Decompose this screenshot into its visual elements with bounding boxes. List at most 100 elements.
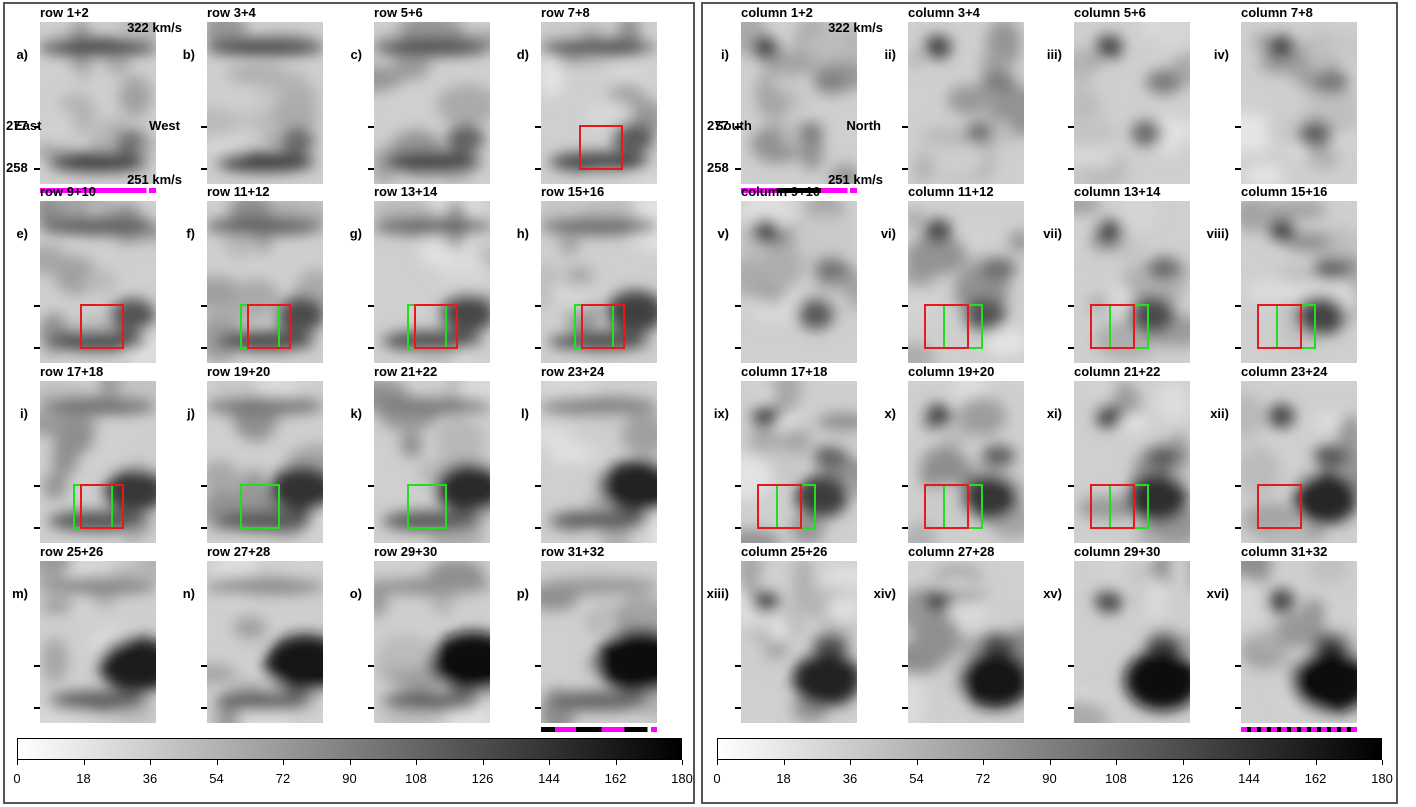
panel-title: column 25+26 xyxy=(741,544,828,559)
panel-title: row 15+16 xyxy=(541,184,605,199)
red-region-box xyxy=(1090,484,1135,529)
colorbar-tick-label: 90 xyxy=(1042,771,1057,786)
y-tick xyxy=(535,707,541,709)
y-tick xyxy=(201,485,207,487)
intensity-map xyxy=(908,201,1024,363)
y-tick xyxy=(201,126,207,128)
colorbar-tick-mark xyxy=(1116,760,1117,765)
panel-title: column 17+18 xyxy=(741,364,828,379)
scale-bar xyxy=(741,188,857,193)
panel-label: o) xyxy=(349,586,362,601)
direction-label-right-side: West xyxy=(149,118,180,133)
direction-label-left-side: South xyxy=(715,118,752,133)
panel-label: iii) xyxy=(1046,47,1062,62)
panel-label: p) xyxy=(516,586,529,601)
red-region-box xyxy=(1090,304,1135,349)
right-panel: column 15+16 viii) xyxy=(1207,184,1357,363)
right-panel: column 19+20 x) xyxy=(884,364,1024,543)
colorbar-tick-label: 0 xyxy=(713,771,721,786)
intensity-map xyxy=(741,381,857,543)
right-panel: column 1+2 i) 322 km/s 251 km/s South North 27… xyxy=(707,5,883,193)
colorbar-tick-mark xyxy=(916,760,918,765)
y-tick xyxy=(535,527,541,529)
colorbar-tick-mark xyxy=(1382,760,1383,765)
red-region-box xyxy=(757,484,802,529)
green-region-box xyxy=(407,484,447,529)
panel-label: vii) xyxy=(1043,226,1062,241)
y-tick xyxy=(1068,485,1074,487)
y-tick xyxy=(735,527,741,529)
red-region-box xyxy=(80,304,124,349)
intensity-map xyxy=(541,561,657,723)
y-tick xyxy=(368,126,374,128)
y-tick xyxy=(1068,305,1074,307)
y-tick xyxy=(1235,485,1241,487)
colorbar-tick-mark xyxy=(416,760,417,765)
intensity-map xyxy=(207,381,323,543)
colorbar-tick-mark xyxy=(17,760,18,765)
y-tick xyxy=(902,347,908,349)
left-panel: row 5+6 c) xyxy=(350,5,490,184)
y-tick xyxy=(735,707,741,709)
y-tick xyxy=(368,665,374,667)
y-tick xyxy=(1235,665,1241,667)
velocity-bottom-label: 251 km/s xyxy=(828,172,883,187)
y-tick xyxy=(735,665,741,667)
panel-label: h) xyxy=(516,226,529,241)
colorbar-tick-mark xyxy=(349,760,351,765)
y-tick xyxy=(1235,305,1241,307)
panel-label: i) xyxy=(721,47,729,62)
y-tick xyxy=(902,527,908,529)
intensity-map xyxy=(207,201,323,363)
panel-label: b) xyxy=(182,47,195,62)
panel-title: column 11+12 xyxy=(908,184,994,199)
y-tick xyxy=(368,707,374,709)
panel-title: row 23+24 xyxy=(541,364,605,379)
colorbar-tick-mark xyxy=(682,760,683,765)
left-panel: row 1+2 a) 322 km/s 251 km/s East West 277 258 xyxy=(6,5,182,193)
colorbar-tick-label: 54 xyxy=(909,771,924,786)
y-tick xyxy=(1068,168,1074,170)
left-panel: row 11+12 f) xyxy=(186,184,323,363)
y-tick xyxy=(535,126,541,128)
intensity-map xyxy=(207,22,323,184)
colorbar-tick-mark xyxy=(717,760,718,765)
red-region-box xyxy=(579,125,623,170)
panel-label: xvi) xyxy=(1206,586,1229,601)
panel-title: row 27+28 xyxy=(207,544,271,559)
y-tick xyxy=(34,168,40,170)
velocity-top-label: 322 km/s xyxy=(828,20,883,35)
right-panel: column 7+8 iv) xyxy=(1214,5,1357,184)
left-panel: row 31+32 p) xyxy=(517,544,657,732)
y-tick xyxy=(1068,347,1074,349)
panel-title: row 9+10 xyxy=(40,184,97,199)
y-tick xyxy=(1235,527,1241,529)
panel-title: row 1+2 xyxy=(40,5,89,20)
left-panel: row 9+10 e) xyxy=(16,184,156,363)
colorbar-tick-label: 126 xyxy=(471,771,494,786)
panel-label: j) xyxy=(187,406,195,421)
colorbar-tick-label: 36 xyxy=(842,771,858,786)
y-tick xyxy=(201,168,207,170)
y-tick xyxy=(201,347,207,349)
y-tick xyxy=(735,305,741,307)
panel-title: row 5+6 xyxy=(374,5,423,20)
panel-label: d) xyxy=(516,47,529,62)
intensity-map xyxy=(908,22,1024,184)
red-region-box xyxy=(924,304,969,349)
y-tick xyxy=(1068,126,1074,128)
red-region-box xyxy=(1257,484,1302,529)
y-tick xyxy=(201,665,207,667)
y-tick xyxy=(1068,665,1074,667)
intensity-map xyxy=(1241,561,1357,723)
y-tick xyxy=(1068,707,1074,709)
panel-label: vi) xyxy=(880,226,896,241)
left-panel: row 29+30 o) xyxy=(350,544,490,723)
y-tick xyxy=(902,126,908,128)
y-tick xyxy=(1235,707,1241,709)
left-panel: row 17+18 i) xyxy=(20,364,156,543)
scale-bar xyxy=(541,727,657,732)
colorbar-tick-label: 54 xyxy=(209,771,224,786)
panel-title: column 3+4 xyxy=(908,5,980,20)
y-tick-label: 277 xyxy=(6,118,28,133)
